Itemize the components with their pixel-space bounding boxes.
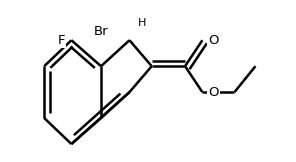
Text: O: O: [209, 86, 219, 99]
Text: H: H: [138, 18, 147, 28]
Text: F: F: [58, 34, 65, 47]
Text: O: O: [209, 34, 219, 47]
Text: Br: Br: [94, 25, 108, 38]
